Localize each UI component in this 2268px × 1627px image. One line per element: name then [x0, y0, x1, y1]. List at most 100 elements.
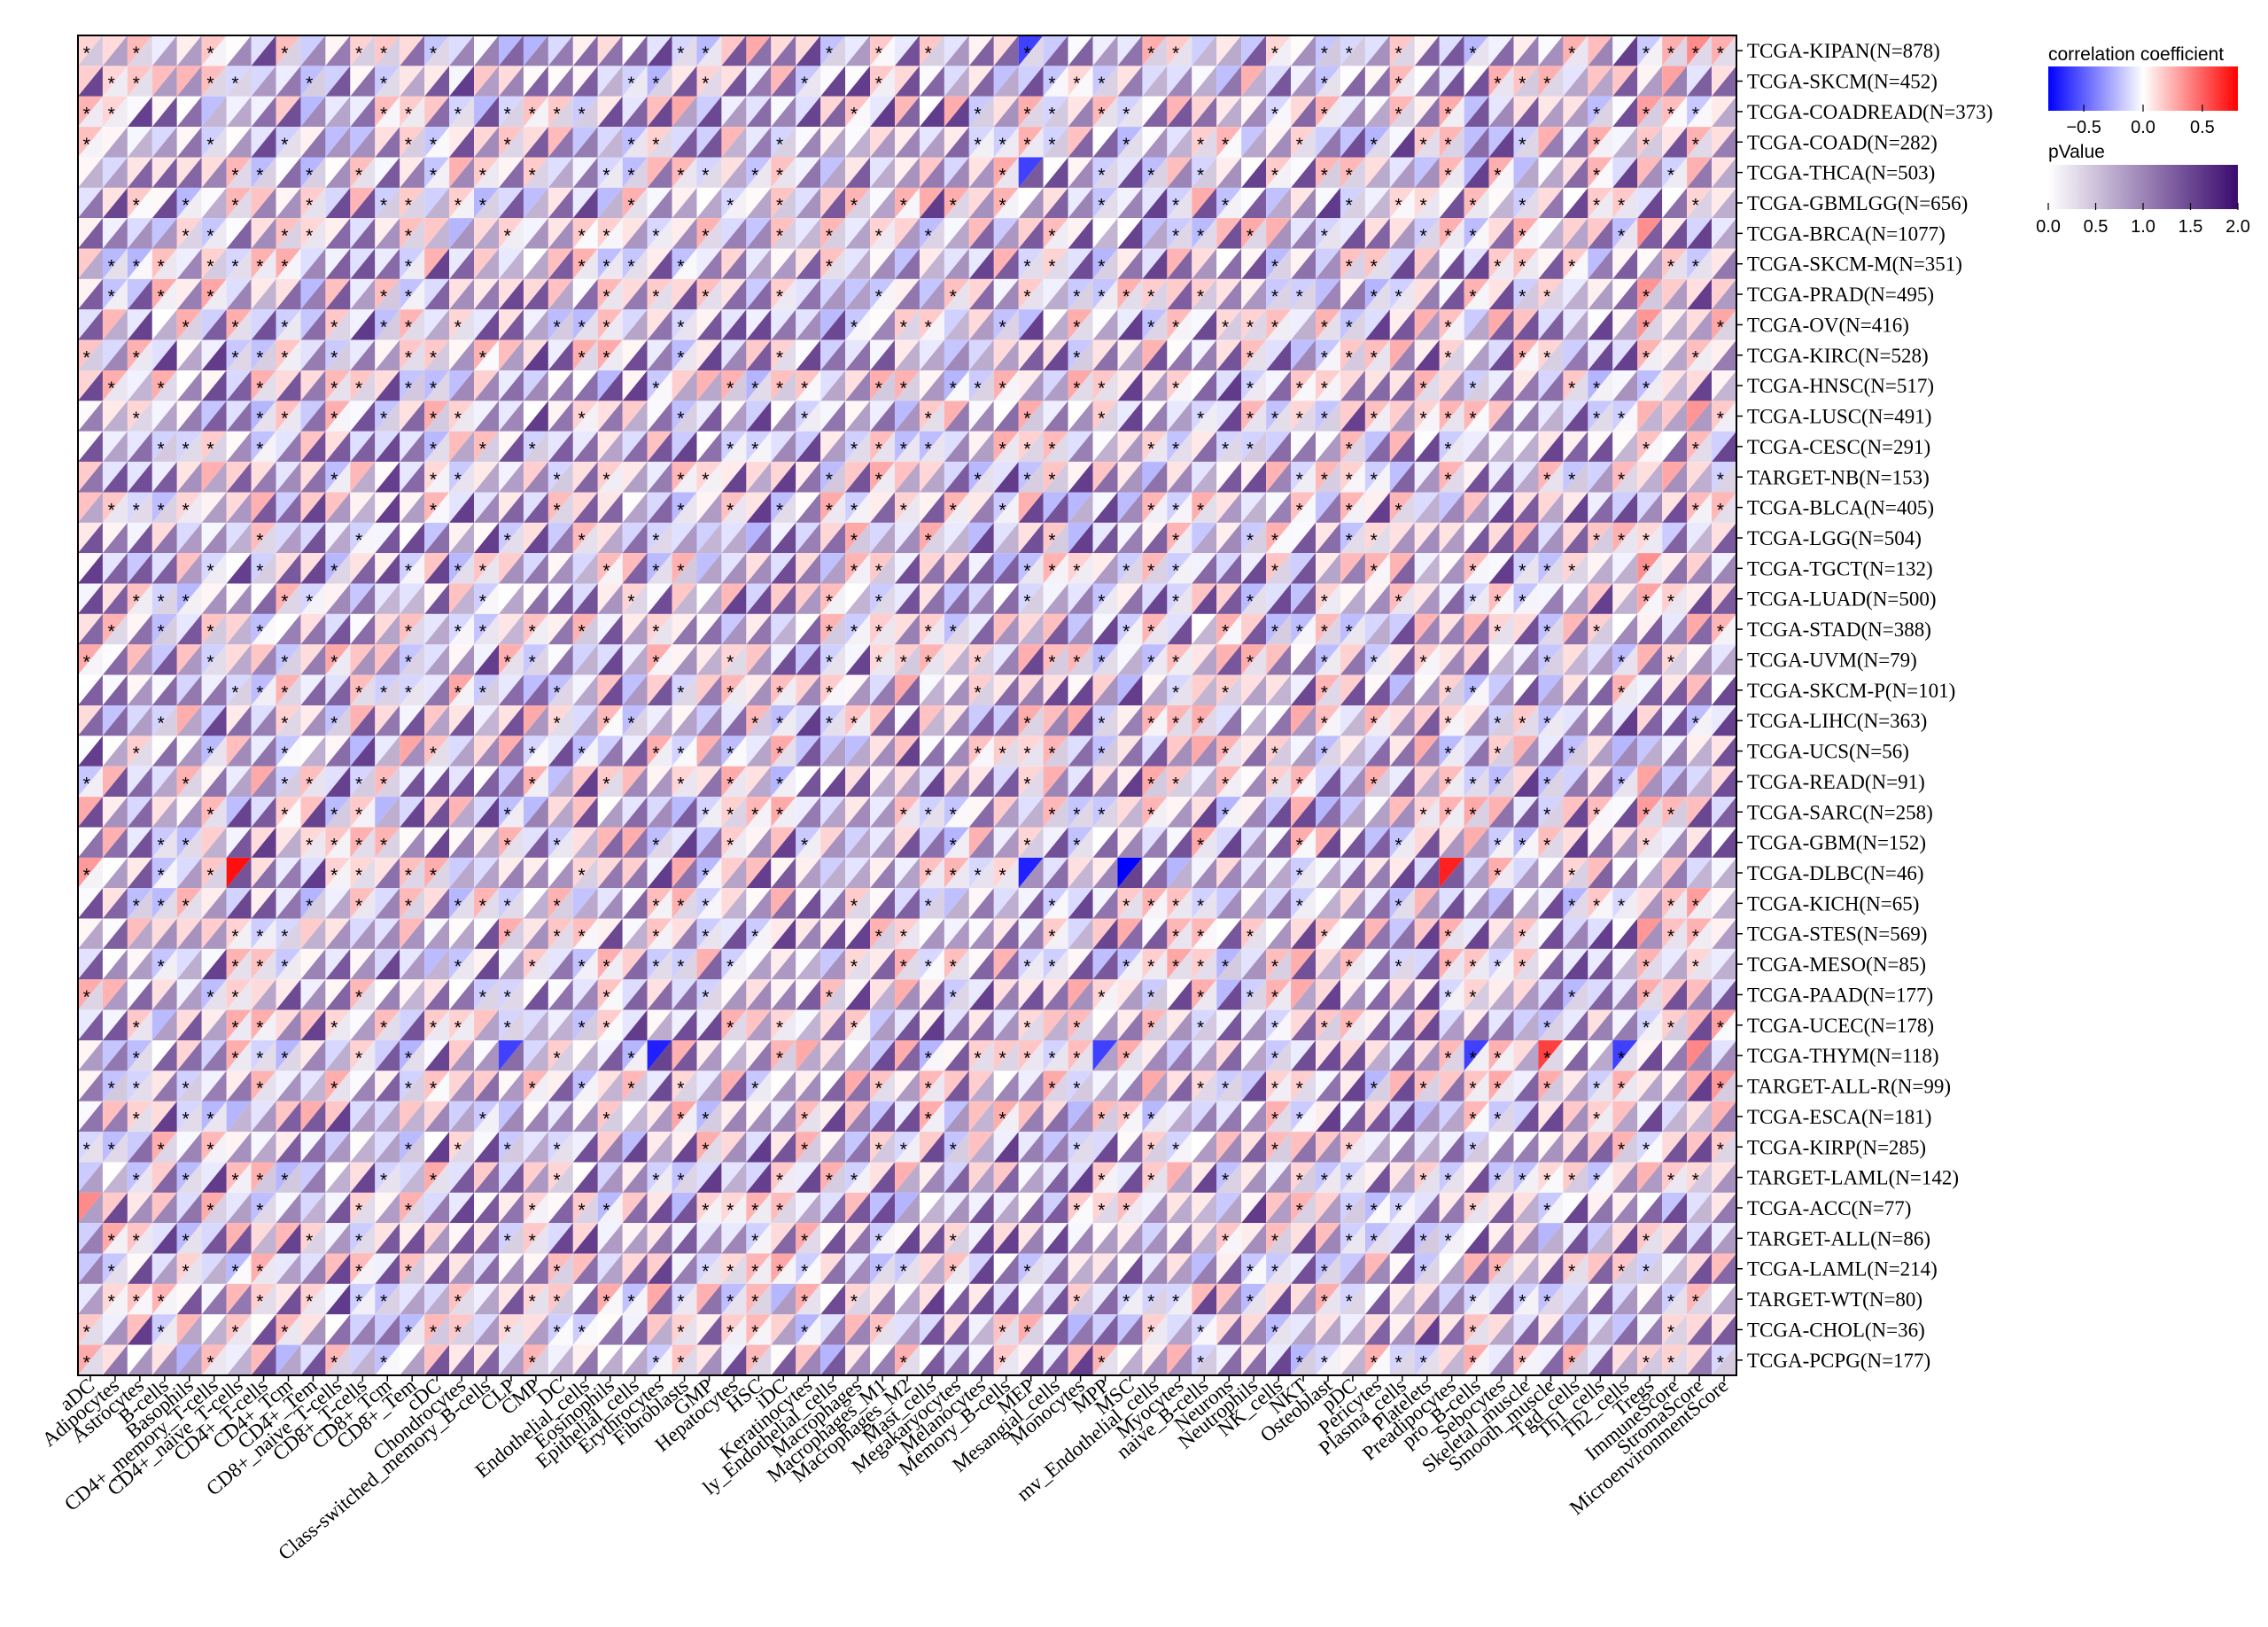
cell-pvalue — [1662, 401, 1688, 432]
cell-pvalue — [151, 218, 177, 249]
cell-correlation — [1687, 766, 1713, 798]
cell-pvalue — [1142, 218, 1168, 249]
cell-correlation — [1291, 187, 1317, 219]
cell-pvalue — [820, 705, 846, 736]
cell-pvalue — [1043, 248, 1068, 279]
cell-pvalue — [796, 553, 821, 584]
cell-pvalue — [325, 401, 351, 432]
cell-pvalue — [201, 401, 227, 432]
cell-pvalue — [1464, 96, 1489, 128]
cell-pvalue — [325, 705, 351, 736]
cell-correlation — [597, 766, 623, 798]
cell-pvalue — [597, 705, 623, 736]
cell-correlation — [1488, 127, 1514, 158]
cell-correlation — [1364, 187, 1390, 219]
cell-correlation — [325, 613, 351, 645]
cell-correlation — [1068, 309, 1093, 340]
cell-pvalue — [647, 674, 672, 705]
cell-pvalue — [449, 553, 475, 584]
cell-correlation — [1712, 127, 1736, 158]
cell-pvalue — [1712, 431, 1736, 463]
cell-pvalue — [597, 431, 623, 463]
cell-pvalue — [1712, 187, 1736, 219]
cell-correlation — [78, 462, 103, 493]
cell-correlation — [993, 309, 1019, 340]
cell-correlation — [944, 66, 969, 97]
cell-pvalue — [820, 96, 846, 128]
cell-pvalue — [1712, 644, 1736, 675]
cell-correlation — [622, 401, 648, 432]
cell-correlation — [597, 127, 623, 158]
cell-pvalue — [1464, 674, 1489, 705]
cell-correlation — [1538, 309, 1564, 340]
cell-pvalue — [201, 736, 227, 767]
cell-correlation — [251, 309, 276, 340]
cell-pvalue — [226, 127, 252, 158]
cell-correlation — [474, 492, 499, 523]
cell-pvalue — [1637, 218, 1663, 249]
cell-correlation — [102, 370, 128, 401]
cell-pvalue — [1316, 705, 1340, 736]
cell-pvalue — [1216, 370, 1242, 401]
cell-pvalue — [1563, 127, 1588, 158]
cell-correlation — [721, 218, 747, 249]
cell-pvalue — [1241, 705, 1267, 736]
cell-pvalue — [127, 705, 152, 736]
cell-pvalue — [721, 613, 747, 645]
cell-pvalue — [845, 35, 871, 66]
cell-pvalue — [548, 553, 573, 584]
cell-correlation — [151, 401, 177, 432]
cell-pvalue — [375, 766, 400, 798]
cell-correlation — [1414, 35, 1440, 66]
cell-correlation — [1092, 339, 1118, 370]
cell-pvalue — [1316, 522, 1340, 554]
cell-pvalue — [1389, 96, 1415, 128]
cell-pvalue — [1414, 157, 1440, 188]
cell-pvalue — [1637, 766, 1663, 798]
cell-correlation — [1687, 35, 1713, 66]
cell-correlation — [449, 309, 475, 340]
cell-pvalue — [1513, 66, 1539, 97]
cell-correlation — [1142, 674, 1168, 705]
cell-pvalue — [1662, 583, 1688, 614]
cell-correlation — [1414, 187, 1440, 219]
cell-correlation — [1092, 401, 1118, 432]
cell-pvalue — [993, 613, 1019, 645]
cell-pvalue — [622, 553, 648, 584]
cell-pvalue — [1291, 157, 1317, 188]
cell-correlation — [1687, 431, 1713, 463]
cell-pvalue — [1364, 583, 1390, 614]
cell-pvalue — [201, 674, 227, 705]
cell-pvalue — [1192, 339, 1217, 370]
cell-pvalue — [1538, 644, 1564, 675]
cell-correlation — [672, 766, 697, 798]
cell-correlation — [102, 766, 128, 798]
cell-pvalue — [647, 127, 672, 158]
cell-pvalue — [1241, 66, 1267, 97]
cell-pvalue — [993, 187, 1019, 219]
cell-correlation — [1018, 66, 1044, 97]
cell-pvalue — [1018, 766, 1044, 798]
cell-correlation — [1364, 462, 1390, 493]
cell-correlation — [1291, 35, 1317, 66]
cell-pvalue — [375, 492, 400, 523]
cell-pvalue — [78, 248, 103, 279]
cell-correlation — [1389, 218, 1415, 249]
cell-pvalue — [1538, 431, 1564, 463]
cell-correlation — [1588, 705, 1613, 736]
cell-pvalue — [1414, 248, 1440, 279]
cell-pvalue — [548, 187, 573, 219]
cell-correlation — [1068, 431, 1093, 463]
cell-pvalue — [1216, 66, 1242, 97]
cell-pvalue — [548, 66, 573, 97]
cell-pvalue — [696, 705, 722, 736]
cell-correlation — [771, 431, 796, 463]
cell-pvalue — [78, 492, 103, 523]
cell-correlation — [1563, 127, 1588, 158]
cell-pvalue — [127, 248, 152, 279]
cell-pvalue — [1117, 644, 1143, 675]
cell-pvalue — [1364, 736, 1390, 767]
cell-pvalue — [1612, 370, 1638, 401]
cell-pvalue — [1291, 309, 1317, 340]
cell-pvalue — [1241, 492, 1267, 523]
